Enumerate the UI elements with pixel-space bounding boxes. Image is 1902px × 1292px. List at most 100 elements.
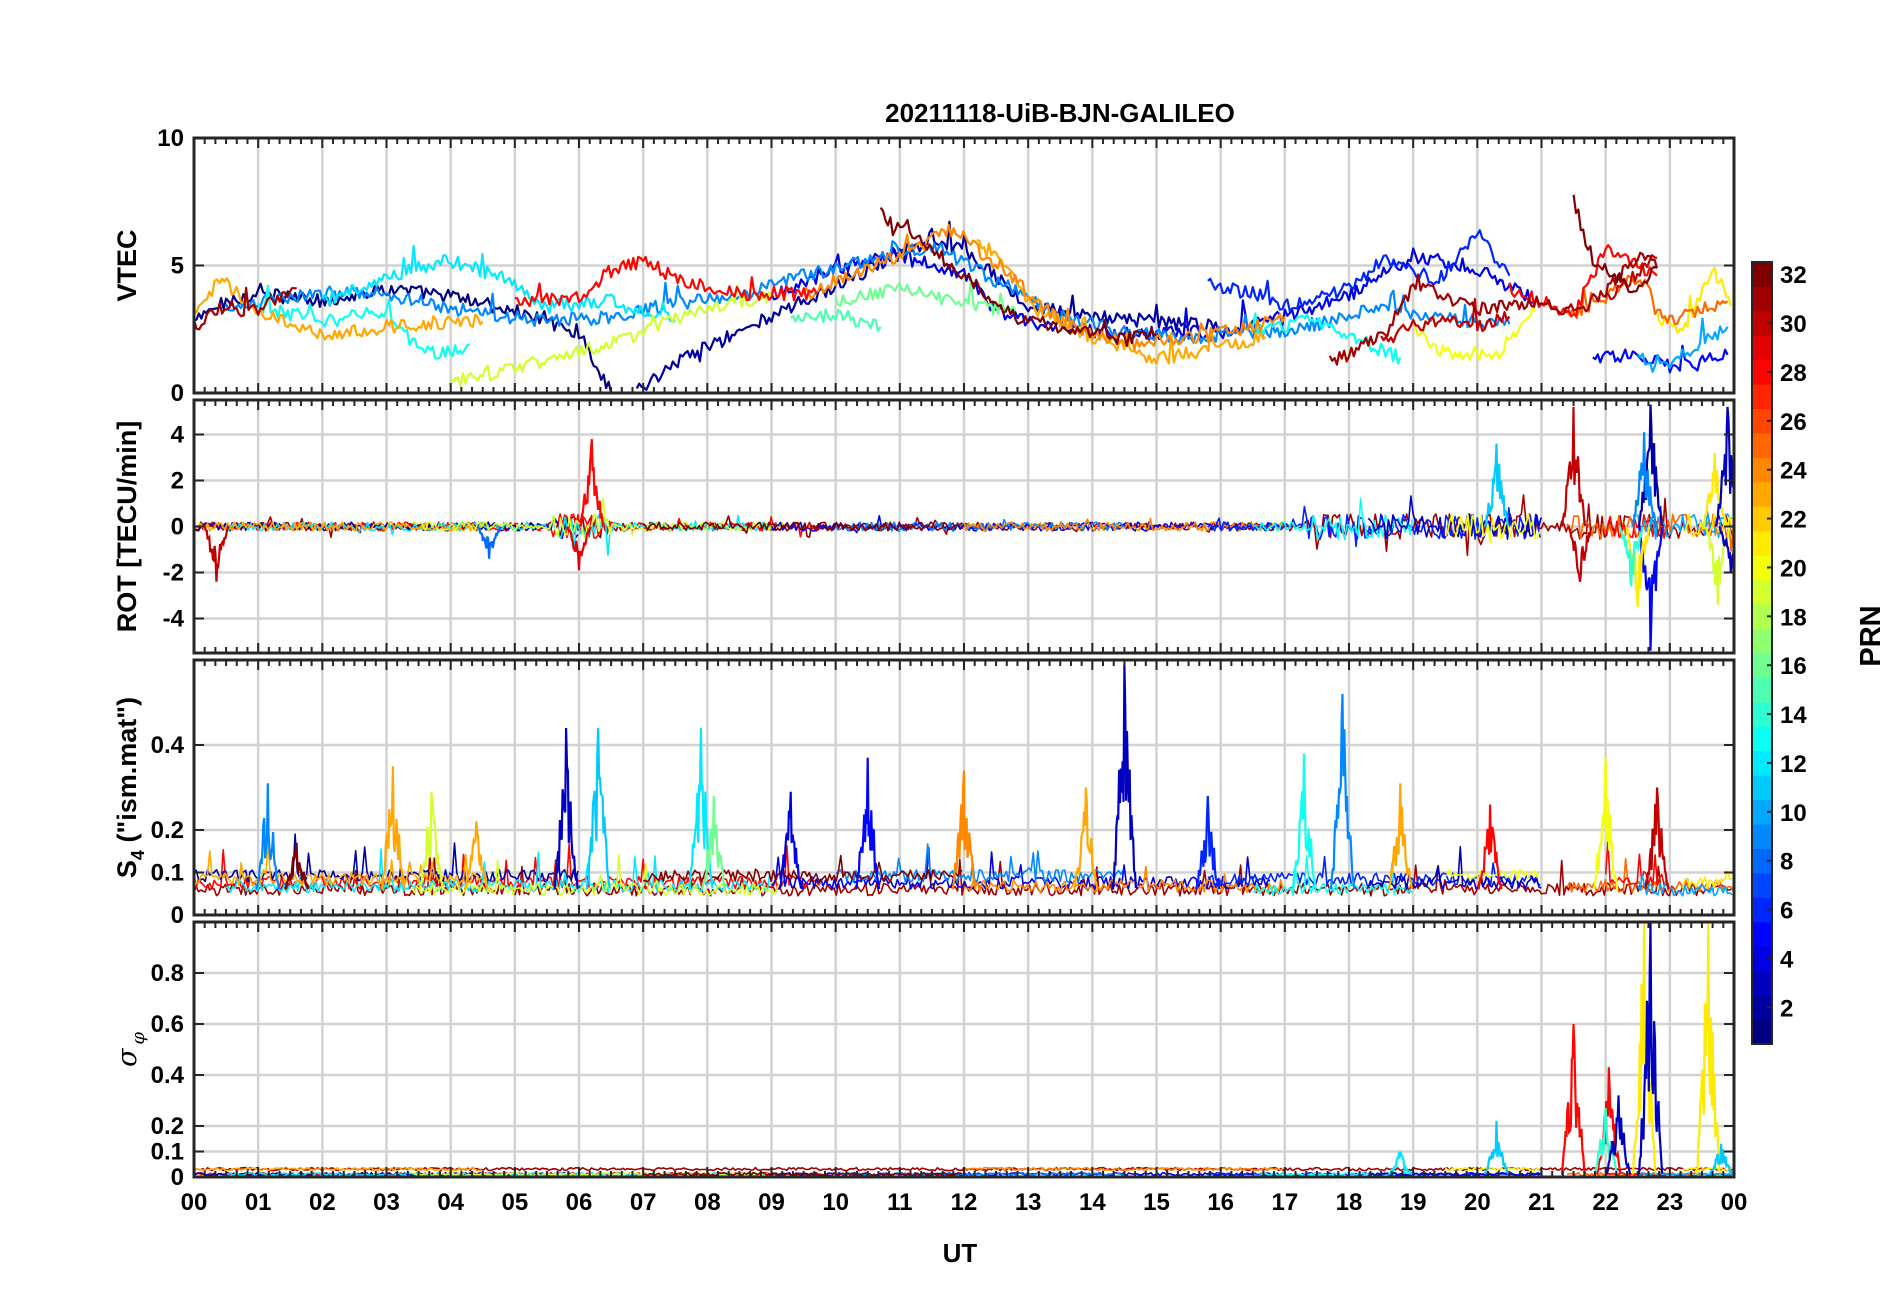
colorbar-swatch bbox=[1752, 433, 1772, 458]
y-axis-label-main: σ bbox=[112, 1047, 143, 1067]
x-tick-label: 10 bbox=[822, 1189, 849, 1216]
colorbar-tick-label: 14 bbox=[1780, 702, 1807, 729]
spike-prn-19 bbox=[418, 791, 444, 890]
colorbar-swatch bbox=[1752, 506, 1772, 532]
spike-prn-28 bbox=[1596, 1067, 1622, 1175]
trace-prn-3 bbox=[1368, 1171, 1542, 1177]
y-axis-label: σφ bbox=[112, 1032, 149, 1067]
colorbar-swatch bbox=[1752, 1019, 1772, 1045]
colorbar-tick-label: 2 bbox=[1780, 995, 1793, 1022]
y-tick-label: 0.4 bbox=[151, 732, 185, 759]
spike-prn-21 bbox=[1695, 922, 1721, 1175]
colorbar-tick-label: 10 bbox=[1780, 800, 1807, 827]
y-tick-label: 0 bbox=[171, 380, 184, 407]
x-tick-label: 08 bbox=[694, 1189, 721, 1216]
spike-prn-30 bbox=[1644, 787, 1670, 890]
vtec-series-prn-10 bbox=[1636, 317, 1729, 373]
trace-prn-19 bbox=[411, 854, 783, 897]
x-tick-label: 00 bbox=[1721, 1189, 1748, 1216]
x-tick-label: 05 bbox=[501, 1189, 528, 1216]
y-axis-label: S4 ("ism.mat") bbox=[112, 697, 148, 878]
colorbar-swatch bbox=[1752, 359, 1772, 385]
colorbar-swatch bbox=[1752, 970, 1772, 996]
colorbar-swatch bbox=[1752, 995, 1772, 1021]
vtec-series-prn-31 bbox=[1328, 251, 1659, 366]
x-tick-label: 22 bbox=[1592, 1189, 1619, 1216]
trace-prn-24 bbox=[963, 1166, 1284, 1172]
vtec-series-prn-23 bbox=[194, 277, 484, 341]
vtec-series-prn-21 bbox=[1655, 266, 1732, 335]
y-axis-label-rest: ("ism.mat") bbox=[112, 697, 142, 850]
y-axis-label-sub: φ bbox=[128, 1032, 149, 1045]
colorbar-swatch bbox=[1752, 384, 1772, 410]
colorbar-swatch bbox=[1752, 604, 1772, 630]
spike-prn-11 bbox=[585, 727, 611, 890]
vtec-series-prn-9 bbox=[225, 240, 1511, 344]
x-tick-label: 03 bbox=[373, 1189, 400, 1216]
spike-prn-12 bbox=[1387, 1151, 1413, 1176]
colorbar-tick-label: 28 bbox=[1780, 360, 1807, 387]
colorbar-tick-label: 20 bbox=[1780, 555, 1807, 582]
colorbar-swatch bbox=[1752, 335, 1772, 361]
panel-s4: 00.10.20.4S4 ("ism.mat") bbox=[112, 658, 1736, 929]
trace-prn-20 bbox=[1444, 1166, 1540, 1172]
spike-prn-30 bbox=[1567, 526, 1593, 582]
y-tick-label: 4 bbox=[171, 422, 185, 449]
vtec-series-prn-15 bbox=[790, 308, 882, 333]
vtec-series-prn-28 bbox=[514, 255, 818, 308]
spike-prn-24 bbox=[951, 770, 977, 890]
vtec-series-prn-19 bbox=[449, 284, 773, 388]
spike-prn-21 bbox=[1702, 452, 1728, 527]
colorbar-swatch bbox=[1752, 628, 1772, 654]
x-tick-label: 06 bbox=[566, 1189, 593, 1216]
vtec-series-prn-13 bbox=[257, 284, 471, 360]
colorbar-swatch bbox=[1752, 555, 1772, 581]
spike-prn-28 bbox=[1560, 1023, 1587, 1175]
panel-data bbox=[194, 404, 1734, 651]
spike-prn-20 bbox=[1593, 757, 1619, 890]
y-tick-label: 0.4 bbox=[151, 1062, 185, 1089]
colorbar-frame bbox=[1751, 261, 1773, 1045]
colorbar-swatch bbox=[1752, 653, 1772, 678]
y-axis-label-sub: 4 bbox=[128, 850, 148, 860]
colorbar-swatch bbox=[1752, 481, 1772, 507]
colorbar-swatch bbox=[1752, 677, 1772, 703]
x-tick-label: 18 bbox=[1336, 1189, 1363, 1216]
spike-prn-9 bbox=[255, 783, 281, 890]
spike-prn-9 bbox=[1329, 693, 1356, 890]
vtec-series-prn-32 bbox=[879, 207, 1157, 348]
spike-prn-8 bbox=[476, 525, 502, 559]
y-tick-label: 0.2 bbox=[151, 1113, 184, 1140]
colorbar-swatch bbox=[1752, 824, 1772, 849]
y-tick-label: -4 bbox=[163, 606, 185, 633]
colorbar-swatch bbox=[1752, 726, 1772, 752]
x-axis-label: UT bbox=[943, 1238, 978, 1268]
spike-prn-21 bbox=[1631, 922, 1657, 1175]
spike-prn-3 bbox=[1637, 922, 1664, 1175]
colorbar-swatch bbox=[1752, 775, 1772, 801]
colorbar-swatch bbox=[1752, 530, 1772, 556]
x-tick-label: 20 bbox=[1464, 1189, 1491, 1216]
spike-prn-23 bbox=[380, 766, 406, 890]
trace-prn-28 bbox=[1604, 513, 1670, 539]
trace-prn-12 bbox=[225, 514, 771, 556]
vtec-series-prn-30 bbox=[1605, 254, 1658, 301]
trace-prn-21 bbox=[1681, 869, 1733, 889]
trace-prn-20 bbox=[1444, 513, 1541, 544]
trace-prn-21 bbox=[1682, 1167, 1733, 1172]
trace-prn-19 bbox=[412, 1171, 783, 1177]
colorbar-tick-label: 6 bbox=[1780, 898, 1793, 925]
spike-prn-30 bbox=[203, 526, 229, 582]
colorbar-tick-label: 8 bbox=[1780, 849, 1793, 876]
x-tick-label: 12 bbox=[951, 1189, 978, 1216]
y-tick-label: 0 bbox=[171, 514, 184, 541]
spike-prn-4 bbox=[778, 791, 804, 890]
colorbar-tick-label: 30 bbox=[1780, 311, 1807, 338]
panel-data bbox=[194, 664, 1734, 897]
y-tick-label: 2 bbox=[171, 468, 184, 495]
colorbar-tick-label: 32 bbox=[1780, 262, 1807, 289]
chart-title: 20211118-UiB-BJN-GALILEO bbox=[885, 98, 1235, 128]
vtec-series-prn-30 bbox=[1380, 297, 1511, 344]
panel-rot: -4 -2 0 2 4 ROT [TECU/min] bbox=[112, 398, 1736, 655]
